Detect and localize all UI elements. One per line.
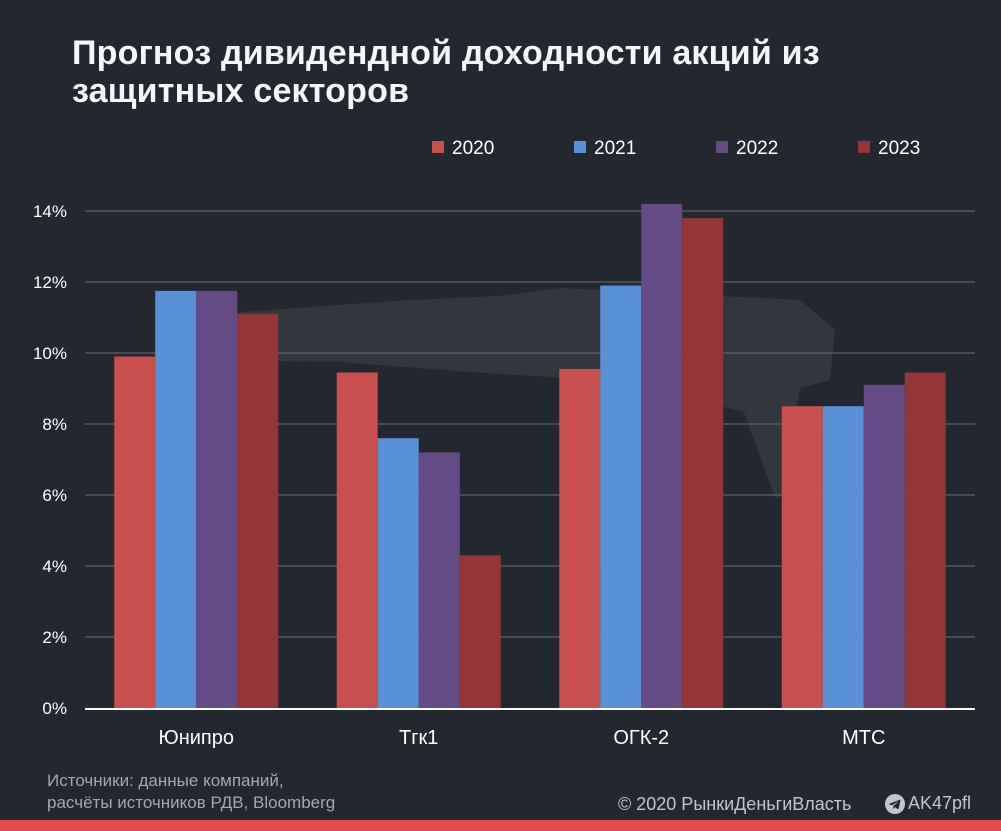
legend-label: 2020	[452, 138, 494, 159]
legend-label: 2022	[736, 138, 778, 159]
bar-2023	[459, 555, 501, 708]
bar-2021	[822, 406, 864, 708]
category-label: Юнипро	[159, 727, 235, 749]
bar-2020	[336, 372, 378, 708]
sources-line-2: расчёты источников РДВ, Bloomberg	[47, 793, 336, 812]
category-labels: Юнипро Тгк1 ОГК-2 МТС	[159, 727, 886, 749]
telegram-icon	[885, 793, 905, 814]
bars	[114, 203, 946, 708]
bottom-accent-bar	[0, 820, 1001, 831]
bar-2023	[682, 218, 724, 708]
y-tick-label: 8%	[42, 415, 67, 434]
y-tick-label: 2%	[42, 628, 67, 647]
bar-2020	[559, 368, 601, 708]
y-tick-label: 0%	[42, 699, 67, 718]
legend-swatch	[574, 141, 586, 153]
y-tick-label: 10%	[33, 344, 67, 363]
y-tick-label: 6%	[42, 486, 67, 505]
legend-swatch	[716, 141, 728, 153]
sources-line-1: Источники: данные компаний,	[47, 771, 284, 790]
bar-2021	[155, 290, 197, 708]
legend-label: 2021	[594, 138, 636, 159]
bar-2023	[237, 313, 279, 708]
category-label: ОГК-2	[613, 727, 669, 749]
y-axis-ticks: 0% 2% 4% 6% 8% 10% 12% 14%	[33, 202, 67, 718]
legend: 2020 2021 2022 2023	[432, 138, 920, 159]
bar-2023	[904, 372, 946, 708]
sources-note: Источники: данные компаний, расчёты исто…	[47, 770, 335, 814]
rifle-watermark-icon	[200, 288, 835, 565]
legend-label: 2023	[878, 138, 920, 159]
bar-2022	[196, 290, 238, 708]
bar-2021	[600, 285, 642, 708]
y-tick-label: 14%	[33, 202, 67, 221]
legend-swatch	[858, 141, 870, 153]
bar-2022	[863, 384, 905, 708]
bar-2022	[641, 203, 683, 708]
bar-2020	[114, 356, 156, 708]
y-tick-label: 12%	[33, 273, 67, 292]
category-label: Тгк1	[399, 727, 438, 749]
category-label: МТС	[842, 727, 885, 749]
bar-2020	[781, 406, 823, 708]
y-tick-label: 4%	[42, 557, 67, 576]
telegram-credit[interactable]: AK47pfl	[885, 793, 971, 814]
bar-2022	[418, 452, 460, 708]
chart-title: Прогноз дивидендной доходности акций из …	[72, 34, 820, 110]
legend-swatch	[432, 141, 444, 153]
telegram-handle: AK47pfl	[908, 793, 972, 813]
copyright-text: © 2020 РынкиДеньгиВласть	[618, 794, 852, 814]
bar-2021	[377, 438, 419, 708]
